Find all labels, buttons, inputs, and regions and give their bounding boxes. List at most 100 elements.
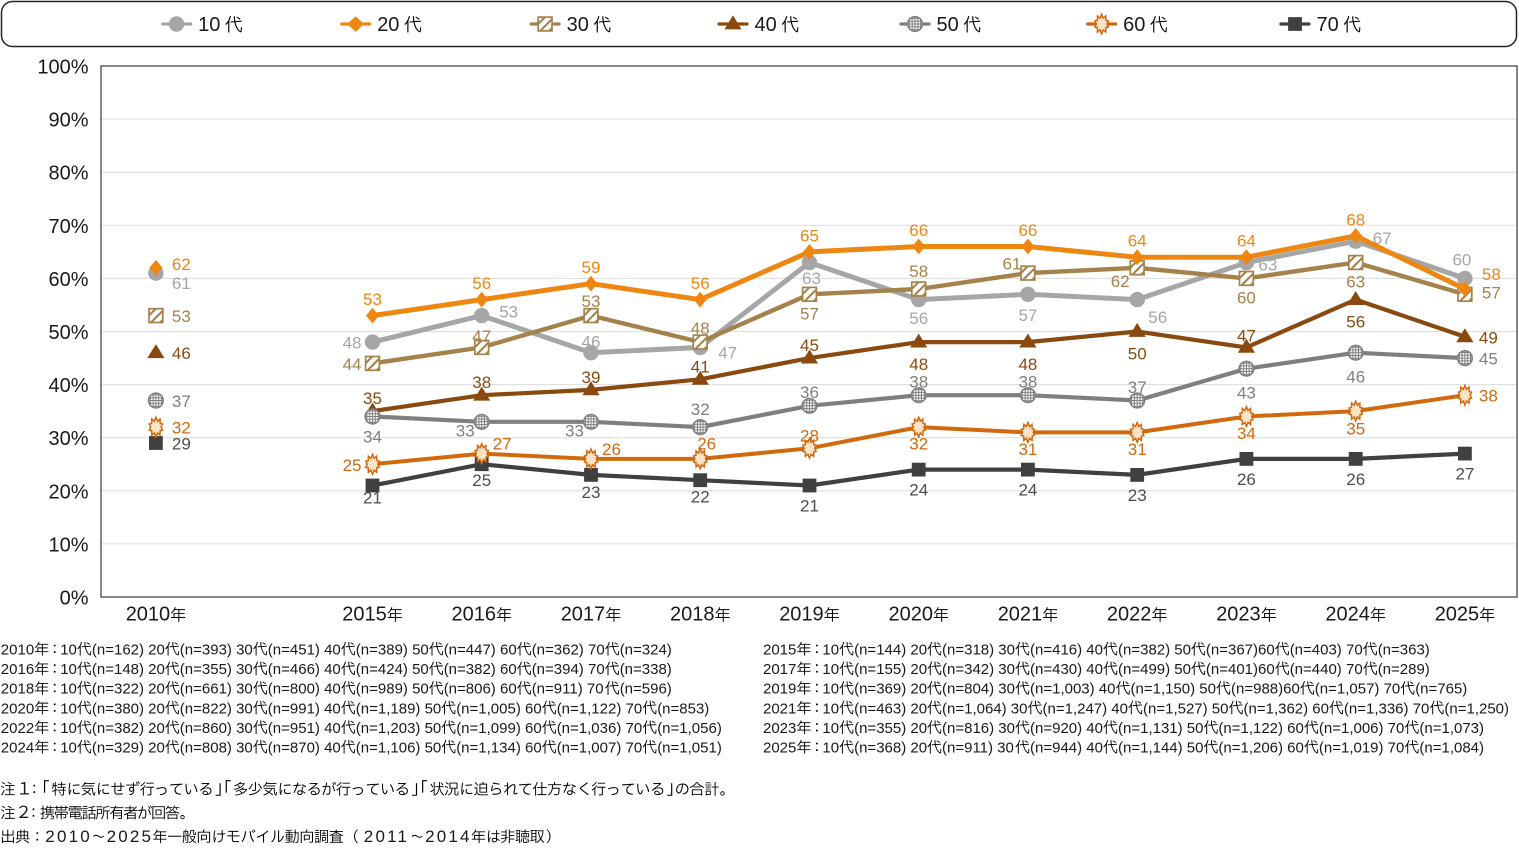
svg-text:(n=1,247) 40: (n=1,247) 40 xyxy=(1043,700,1128,717)
svg-text:56: 56 xyxy=(1346,313,1365,332)
svg-text:(n=355) 20: (n=355) 20 xyxy=(854,720,927,737)
svg-text:10: 10 xyxy=(198,14,220,36)
svg-text:63: 63 xyxy=(1258,256,1277,275)
svg-text:2019: 2019 xyxy=(779,604,824,626)
svg-text:20: 20 xyxy=(377,14,399,36)
svg-text:(n=362) 70: (n=362) 70 xyxy=(532,642,605,659)
svg-text:30%: 30% xyxy=(48,428,88,450)
svg-text:2025: 2025 xyxy=(763,740,796,757)
svg-text:48: 48 xyxy=(1018,355,1037,374)
svg-text:2018: 2018 xyxy=(1,681,34,698)
svg-text:10: 10 xyxy=(822,720,839,737)
svg-text:(n=988)60: (n=988)60 xyxy=(1231,681,1300,698)
svg-text:(n=951) 40: (n=951) 40 xyxy=(268,720,341,737)
svg-text:37: 37 xyxy=(172,392,191,411)
svg-text:(n=1,203) 50: (n=1,203) 50 xyxy=(356,720,441,737)
svg-text:(n=403) 70: (n=403) 70 xyxy=(1290,642,1363,659)
svg-text:(n=144) 20: (n=144) 20 xyxy=(854,642,927,659)
svg-text:(n=1,144) 50: (n=1,144) 50 xyxy=(1118,740,1203,757)
svg-text:35: 35 xyxy=(363,389,382,408)
svg-text:57: 57 xyxy=(1018,306,1037,325)
svg-text:2025: 2025 xyxy=(1435,604,1480,626)
svg-text:2011: 2011 xyxy=(364,827,409,846)
svg-text:26: 26 xyxy=(697,434,716,453)
svg-text:45: 45 xyxy=(1479,350,1498,369)
svg-text:58: 58 xyxy=(1482,265,1501,284)
svg-text:(n=329) 20: (n=329) 20 xyxy=(92,740,165,757)
svg-text:(n=822) 30: (n=822) 30 xyxy=(180,700,253,717)
svg-text:60: 60 xyxy=(1123,14,1145,36)
svg-text:(n=342) 30: (n=342) 30 xyxy=(942,661,1015,678)
svg-text:38: 38 xyxy=(1479,387,1498,406)
svg-text:2017: 2017 xyxy=(561,604,606,626)
svg-text:2015: 2015 xyxy=(342,604,387,626)
svg-text:(n=393) 30: (n=393) 30 xyxy=(180,642,253,659)
svg-text:48: 48 xyxy=(343,334,362,353)
svg-text:(n=367)60: (n=367)60 xyxy=(1206,642,1275,659)
svg-text:2010: 2010 xyxy=(126,604,171,626)
svg-text:10: 10 xyxy=(822,740,839,757)
svg-text:(n=1,099) 60: (n=1,099) 60 xyxy=(456,720,541,737)
svg-text:(n=1,131) 50: (n=1,131) 50 xyxy=(1118,720,1203,737)
svg-text:29: 29 xyxy=(172,435,191,454)
svg-text:(n=661) 30: (n=661) 30 xyxy=(180,681,253,698)
svg-text:46: 46 xyxy=(172,344,191,363)
svg-text:2024: 2024 xyxy=(1325,604,1370,626)
svg-text:56: 56 xyxy=(909,309,928,328)
svg-text:2021: 2021 xyxy=(763,700,796,717)
svg-text:70: 70 xyxy=(1317,14,1339,36)
svg-text:(n=1,150) 50: (n=1,150) 50 xyxy=(1131,681,1216,698)
svg-text:40%: 40% xyxy=(48,375,88,397)
svg-text:43: 43 xyxy=(1237,384,1256,403)
svg-text:64: 64 xyxy=(1128,232,1147,251)
svg-text:(n=911) 30: (n=911) 30 xyxy=(942,740,1014,757)
svg-text:2018: 2018 xyxy=(670,604,715,626)
svg-text:(n=322) 20: (n=322) 20 xyxy=(92,681,165,698)
svg-text:63: 63 xyxy=(802,269,821,288)
svg-text:27: 27 xyxy=(493,435,512,454)
svg-text:65: 65 xyxy=(800,226,819,245)
svg-text:(n=499) 50: (n=499) 50 xyxy=(1118,661,1191,678)
svg-text:10: 10 xyxy=(60,661,77,678)
svg-text:(n=318) 30: (n=318) 30 xyxy=(942,642,1015,659)
svg-text:10%: 10% xyxy=(48,534,88,556)
svg-text:(n=808) 30: (n=808) 30 xyxy=(180,740,253,757)
svg-text:67: 67 xyxy=(1373,229,1392,248)
svg-text:(n=1,006) 70: (n=1,006) 70 xyxy=(1319,720,1404,737)
svg-text:(n=911) 70: (n=911) 70 xyxy=(532,681,604,698)
svg-text:33: 33 xyxy=(456,421,475,440)
svg-text:2017: 2017 xyxy=(763,661,796,678)
svg-text:47: 47 xyxy=(718,343,737,362)
svg-text:49: 49 xyxy=(1479,328,1498,347)
svg-text:33: 33 xyxy=(565,421,584,440)
svg-text:(n=853): (n=853) xyxy=(657,700,709,717)
svg-text:34: 34 xyxy=(363,428,382,447)
svg-text:(n=1,036) 70: (n=1,036) 70 xyxy=(557,720,642,737)
svg-text:(n=1,122) 70: (n=1,122) 70 xyxy=(557,700,642,717)
svg-text:56: 56 xyxy=(472,274,491,293)
svg-text:(n=451) 40: (n=451) 40 xyxy=(268,642,341,659)
svg-text:32: 32 xyxy=(909,435,928,454)
svg-text:2025: 2025 xyxy=(107,827,154,846)
svg-text:10: 10 xyxy=(822,700,839,717)
svg-text:2014: 2014 xyxy=(425,827,472,846)
svg-text:(n=324): (n=324) xyxy=(620,642,672,659)
svg-text:10: 10 xyxy=(60,720,77,737)
svg-text:32: 32 xyxy=(172,419,191,438)
svg-text:27: 27 xyxy=(1455,465,1474,484)
svg-text:2024: 2024 xyxy=(1,740,34,757)
svg-text:(n=1,527) 50: (n=1,527) 50 xyxy=(1143,700,1228,717)
svg-text:(n=416) 40: (n=416) 40 xyxy=(1030,642,1103,659)
svg-text:2016: 2016 xyxy=(452,604,497,626)
svg-text:41: 41 xyxy=(691,357,710,376)
svg-text:(n=1,189) 50: (n=1,189) 50 xyxy=(356,700,441,717)
svg-text:(n=380) 20: (n=380) 20 xyxy=(92,700,165,717)
svg-text:10: 10 xyxy=(60,740,77,757)
svg-text:25: 25 xyxy=(472,471,491,490)
svg-text:28: 28 xyxy=(800,426,819,445)
svg-text:(n=382) 50: (n=382) 50 xyxy=(1118,642,1191,659)
svg-text:(n=804) 30: (n=804) 30 xyxy=(942,681,1015,698)
svg-text:60%: 60% xyxy=(48,269,88,291)
svg-text:(n=1,005) 60: (n=1,005) 60 xyxy=(456,700,541,717)
svg-text:53: 53 xyxy=(499,303,518,322)
